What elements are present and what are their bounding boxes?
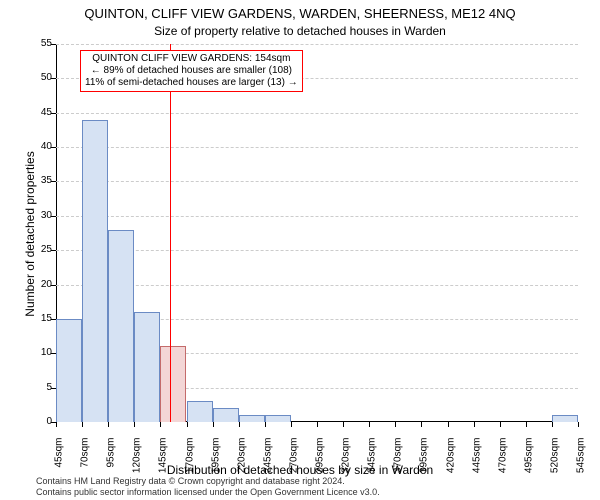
x-tick-label: 170sqm — [184, 438, 195, 483]
x-tick-mark — [474, 422, 475, 427]
x-tick-mark — [187, 422, 188, 427]
chart-container: QUINTON, CLIFF VIEW GARDENS, WARDEN, SHE… — [0, 0, 600, 500]
x-tick-label: 545sqm — [576, 438, 587, 483]
x-tick-label: 95sqm — [106, 438, 117, 483]
x-tick-mark — [552, 422, 553, 427]
x-tick-mark — [134, 422, 135, 427]
x-tick-label: 145sqm — [158, 438, 169, 483]
y-tick-label: 10 — [4, 348, 52, 358]
x-tick-mark — [56, 422, 57, 427]
x-tick-mark — [395, 422, 396, 427]
x-tick-mark — [578, 422, 579, 427]
y-tick-label: 0 — [4, 417, 52, 427]
x-tick-mark — [265, 422, 266, 427]
x-tick-mark — [421, 422, 422, 427]
x-tick-mark — [317, 422, 318, 427]
y-tick-label: 40 — [4, 142, 52, 152]
y-tick-label: 50 — [4, 73, 52, 83]
reference-line — [170, 44, 171, 422]
x-tick-label: 220sqm — [236, 438, 247, 483]
grid-line — [56, 44, 578, 45]
annotation-line: QUINTON CLIFF VIEW GARDENS: 154sqm — [85, 53, 298, 65]
x-tick-label: 195sqm — [210, 438, 221, 483]
x-tick-label: 295sqm — [315, 438, 326, 483]
x-tick-mark — [291, 422, 292, 427]
x-tick-mark — [526, 422, 527, 427]
annotation-box: QUINTON CLIFF VIEW GARDENS: 154sqm← 89% … — [80, 50, 303, 92]
x-tick-mark — [82, 422, 83, 427]
y-tick-label: 45 — [4, 108, 52, 118]
grid-line — [56, 147, 578, 148]
y-tick-label: 35 — [4, 176, 52, 186]
x-tick-label: 245sqm — [262, 438, 273, 483]
x-tick-label: 445sqm — [471, 438, 482, 483]
grid-line — [56, 181, 578, 182]
footer-line-2: Contains public sector information licen… — [36, 487, 380, 498]
x-tick-label: 320sqm — [341, 438, 352, 483]
y-tick-label: 25 — [4, 245, 52, 255]
x-tick-label: 345sqm — [367, 438, 378, 483]
grid-line — [56, 285, 578, 286]
x-tick-label: 45sqm — [54, 438, 65, 483]
histogram-bar — [187, 401, 213, 422]
grid-line — [56, 216, 578, 217]
histogram-bar — [160, 346, 186, 422]
y-tick-label: 20 — [4, 280, 52, 290]
annotation-line: ← 89% of detached houses are smaller (10… — [85, 65, 298, 77]
x-tick-label: 495sqm — [523, 438, 534, 483]
y-axis-label: Number of detached properties — [23, 144, 37, 324]
y-tick-label: 55 — [4, 39, 52, 49]
histogram-bar — [213, 408, 239, 422]
x-tick-mark — [108, 422, 109, 427]
x-tick-label: 420sqm — [445, 438, 456, 483]
x-tick-label: 370sqm — [393, 438, 404, 483]
histogram-bar — [239, 415, 265, 422]
x-tick-label: 520sqm — [549, 438, 560, 483]
grid-line — [56, 250, 578, 251]
x-tick-mark — [369, 422, 370, 427]
annotation-line: 11% of semi-detached houses are larger (… — [85, 77, 298, 89]
plot-area — [56, 44, 578, 422]
x-tick-mark — [448, 422, 449, 427]
grid-line — [56, 113, 578, 114]
histogram-bar — [82, 120, 108, 422]
chart-title-main: QUINTON, CLIFF VIEW GARDENS, WARDEN, SHE… — [0, 6, 600, 21]
histogram-bar — [108, 230, 134, 422]
histogram-bar — [134, 312, 160, 422]
x-tick-mark — [160, 422, 161, 427]
y-tick-label: 5 — [4, 383, 52, 393]
y-tick-label: 15 — [4, 314, 52, 324]
x-tick-label: 395sqm — [419, 438, 430, 483]
x-tick-mark — [213, 422, 214, 427]
x-tick-label: 470sqm — [497, 438, 508, 483]
x-tick-label: 270sqm — [288, 438, 299, 483]
histogram-bar — [56, 319, 82, 422]
x-tick-mark — [343, 422, 344, 427]
y-tick-label: 30 — [4, 211, 52, 221]
x-tick-label: 70sqm — [80, 438, 91, 483]
histogram-bar — [265, 415, 291, 422]
x-tick-mark — [500, 422, 501, 427]
x-tick-label: 120sqm — [132, 438, 143, 483]
chart-title-sub: Size of property relative to detached ho… — [0, 24, 600, 38]
x-tick-mark — [239, 422, 240, 427]
histogram-bar — [552, 415, 578, 422]
